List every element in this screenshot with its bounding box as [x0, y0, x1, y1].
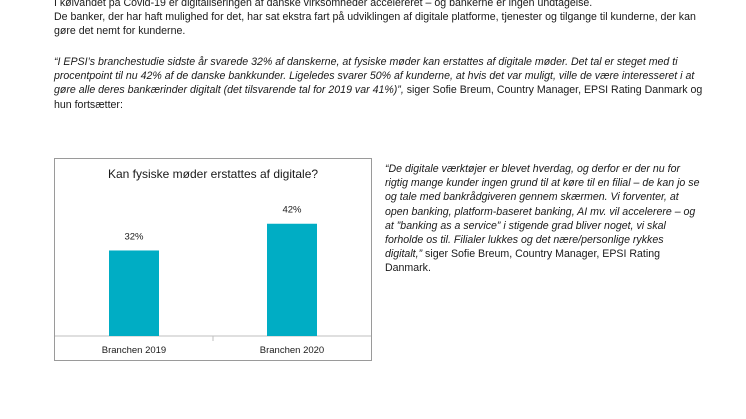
quote-2-attribution: siger Sofie Breum, Country Manager, EPSI…: [385, 248, 660, 275]
quote-paragraph-2: “De digitale værktøjer er blevet hverdag…: [385, 162, 703, 276]
data-label-2: 42%: [282, 205, 302, 216]
quote-1-text: “I EPSI’s branchestudie sidste år svared…: [54, 56, 695, 97]
quote-1-attribution: siger Sofie Breum, Country Manager, EPSI…: [54, 84, 703, 111]
bar-chart: Kan fysiske møder erstattes af digitale?…: [54, 158, 372, 361]
intro-paragraph: I kølvandet på Covid-19 er digitaliserin…: [54, 0, 704, 39]
intro-line-2: De banker, der har haft mulighed for det…: [54, 11, 696, 38]
quote-2-text: “De digitale værktøjer er blevet hverdag…: [385, 163, 700, 261]
data-label-1: 32%: [124, 231, 144, 242]
intro-line-1: I kølvandet på Covid-19 er digitaliserin…: [54, 0, 593, 9]
bar-1: [109, 250, 159, 336]
category-label-1: Branchen 2019: [102, 345, 166, 356]
bar-2: [267, 223, 317, 336]
category-label-2: Branchen 2020: [260, 345, 324, 356]
chart-title: Kan fysiske møder erstattes af digitale?: [107, 167, 319, 181]
chart-plot: 32% Branchen 2019 42% Branchen 2020: [55, 205, 371, 356]
quote-paragraph-1: “I EPSI’s branchestudie sidste år svared…: [54, 55, 704, 112]
